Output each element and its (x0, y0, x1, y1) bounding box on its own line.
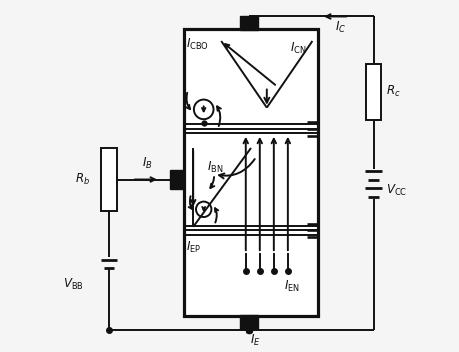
Text: $\mathit{I}_{\rm CBO}$: $\mathit{I}_{\rm CBO}$ (186, 37, 209, 52)
Bar (365, 64, 381, 120)
Text: $\mathit{I}_{C}$: $\mathit{I}_{C}$ (335, 19, 346, 34)
Bar (240, 315, 258, 328)
Bar (184, 29, 317, 316)
Bar (169, 170, 184, 189)
Text: $\mathit{I}_{\rm BN}$: $\mathit{I}_{\rm BN}$ (207, 160, 223, 175)
Bar (101, 148, 117, 211)
Text: $\mathit{I}_{B}$: $\mathit{I}_{B}$ (142, 156, 152, 171)
Text: $\mathit{V}_{\rm CC}$: $\mathit{V}_{\rm CC}$ (385, 182, 406, 197)
Text: $\mathit{R}_{c}$: $\mathit{R}_{c}$ (385, 84, 400, 99)
Text: $\mathit{I}_{E}$: $\mathit{I}_{E}$ (249, 333, 260, 348)
Text: $\mathit{R}_{b}$: $\mathit{R}_{b}$ (74, 172, 90, 187)
Text: $\mathit{I}_{\rm EP}$: $\mathit{I}_{\rm EP}$ (186, 240, 201, 256)
Bar (240, 17, 258, 30)
Text: $\mathit{I}_{\rm CN}$: $\mathit{I}_{\rm CN}$ (289, 40, 305, 56)
Text: $\mathit{I}_{\rm EN}$: $\mathit{I}_{\rm EN}$ (284, 279, 300, 294)
Text: $\mathit{V}_{\rm BB}$: $\mathit{V}_{\rm BB}$ (62, 277, 83, 292)
